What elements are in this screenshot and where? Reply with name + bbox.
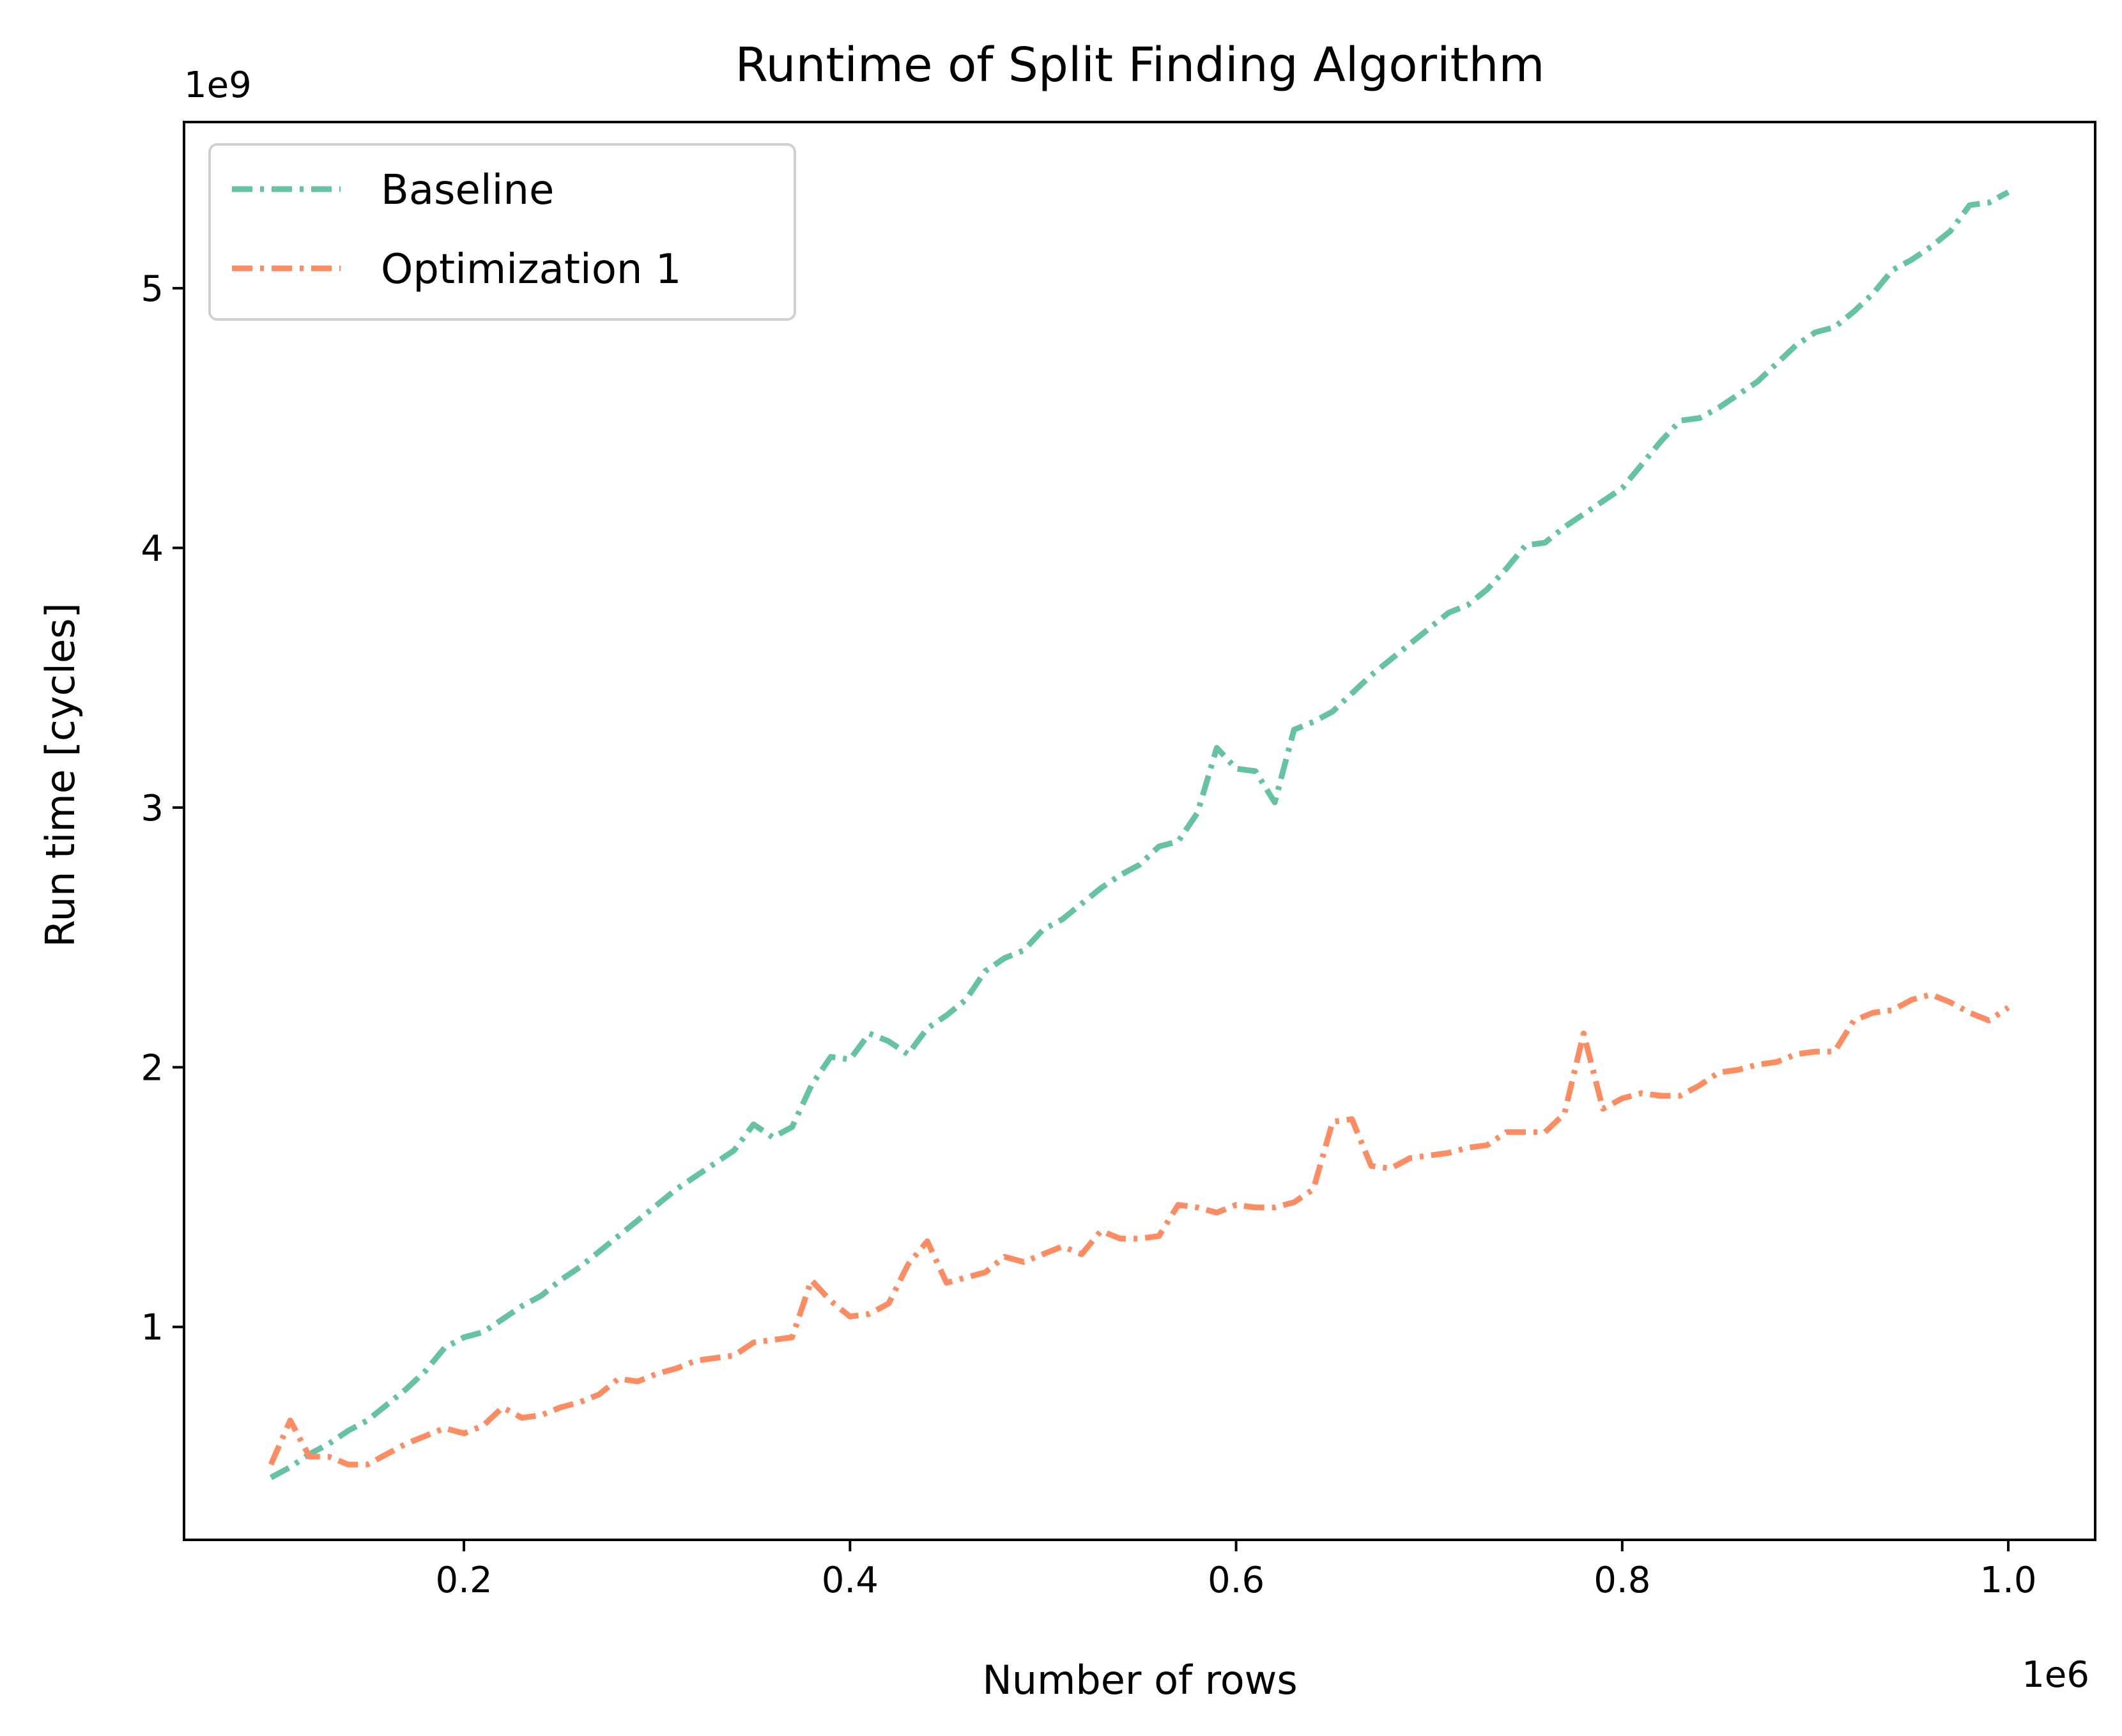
y-tick-label: 4 bbox=[141, 528, 164, 570]
legend-label-optimization-1: Optimization 1 bbox=[381, 246, 681, 293]
y-tick-label: 2 bbox=[141, 1047, 164, 1089]
x-axis-label: Number of rows bbox=[982, 1657, 1297, 1703]
x-offset-label: 1e6 bbox=[2022, 1654, 2089, 1696]
y-tick-label: 1 bbox=[141, 1307, 164, 1349]
y-offset-label: 1e9 bbox=[184, 65, 252, 106]
x-tick-label: 0.4 bbox=[822, 1560, 879, 1601]
chart-title: Runtime of Split Finding Algorithm bbox=[735, 38, 1544, 93]
x-tick-label: 0.8 bbox=[1594, 1560, 1650, 1601]
legend-label-baseline: Baseline bbox=[381, 167, 554, 214]
y-tick-label: 5 bbox=[141, 268, 164, 310]
x-tick-label: 0.6 bbox=[1208, 1560, 1265, 1601]
series-lines bbox=[268, 189, 2010, 1480]
series-line-baseline bbox=[269, 189, 2010, 1480]
x-tick-label: 0.2 bbox=[436, 1560, 493, 1601]
series-line-optimization-1 bbox=[268, 992, 2010, 1468]
y-tick-label: 3 bbox=[141, 788, 164, 829]
x-tick-label: 1.0 bbox=[1980, 1560, 2037, 1601]
legend: Baseline Optimization 1 bbox=[208, 143, 796, 321]
axis-ticks: 0.2 0.4 0.6 0.8 1.0 1 2 3 4 5 bbox=[141, 268, 2036, 1601]
y-axis-label: Run time [cycles] bbox=[37, 603, 84, 947]
plot-area-frame bbox=[183, 121, 2096, 1541]
legend-box bbox=[208, 143, 796, 321]
